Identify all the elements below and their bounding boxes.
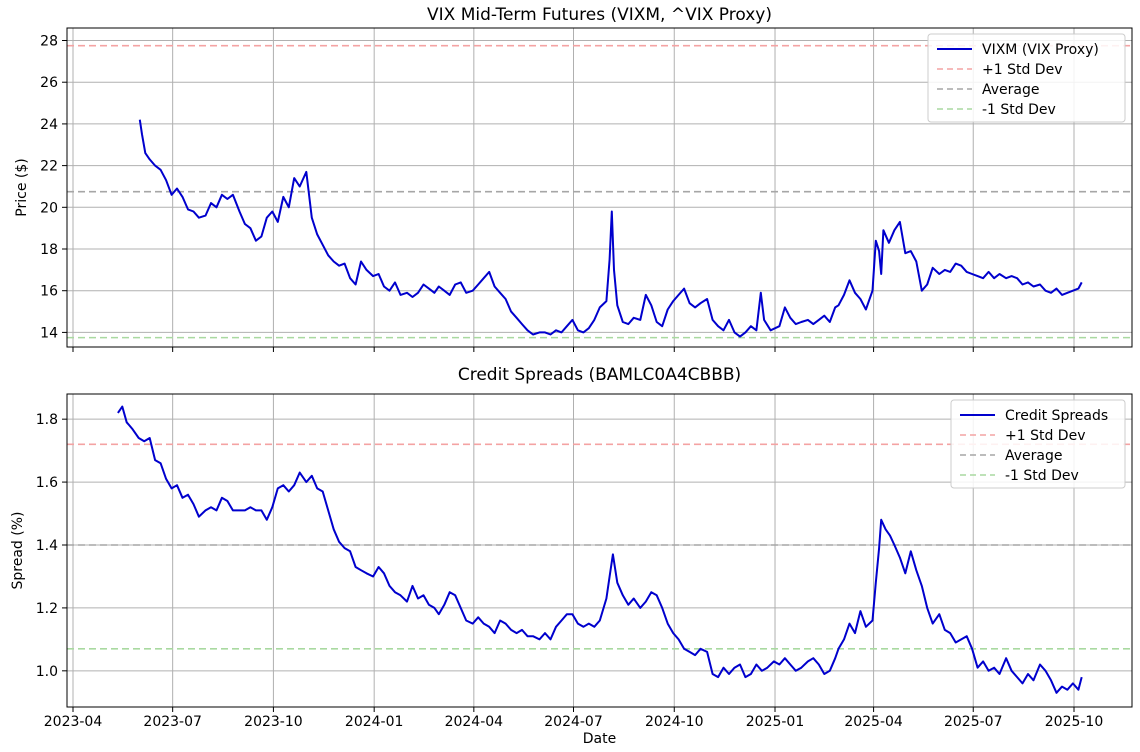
y-tick-label: 1.0 (36, 664, 58, 680)
vix-chart-panel: VIX Mid-Term Futures (VIXM, ^VIX Proxy) 1… (14, 5, 1133, 352)
x-tick-label: 2023-07 (143, 714, 202, 730)
x-tick-label: 2024-10 (645, 714, 704, 730)
plot-frame (66, 27, 1133, 348)
y-tick-label: 1.4 (36, 538, 58, 554)
y-axis-label: Price ($) (14, 158, 30, 216)
legend: VIXM (VIX Proxy) +1 Std Dev Average -1 Std … (927, 33, 1126, 123)
x-tick-label: 2025-04 (844, 714, 903, 730)
legend-label: Average (982, 82, 1040, 98)
x-tick-label: 2023-04 (44, 714, 103, 730)
x-tick-label: 2025-07 (944, 714, 1003, 730)
y-tick-label: 26 (40, 75, 58, 91)
legend-label: +1 Std Dev (982, 62, 1062, 78)
x-tick-label: 2025-01 (746, 714, 805, 730)
legend-box (927, 33, 1126, 123)
legend: Credit Spreads +1 Std Dev Average -1 Std De… (950, 399, 1126, 489)
y-axis-label: Spread (%) (10, 512, 26, 590)
y-tick-label: 24 (40, 117, 58, 133)
chart-title: Credit Spreads (BAMLC0A4CBBB) (458, 365, 741, 385)
legend-label: VIXM (VIX Proxy) (982, 42, 1099, 58)
legend-label: Average (1005, 448, 1063, 464)
legend-label: Credit Spreads (1005, 408, 1108, 424)
x-tick-label: 2025-10 (1045, 714, 1104, 730)
legend-label: +1 Std Dev (1005, 428, 1085, 444)
y-tick-label: 16 (40, 284, 58, 300)
y-tick-label: 14 (40, 325, 58, 341)
x-tick-label: 2024-07 (544, 714, 603, 730)
grid (67, 28, 1132, 347)
chart-title: VIX Mid-Term Futures (VIXM, ^VIX Proxy) (427, 5, 772, 25)
legend-label: -1 Std Dev (982, 102, 1056, 118)
y-tick-label: 1.8 (36, 412, 58, 428)
x-tick-label: 2023-10 (244, 714, 303, 730)
legend-label: -1 Std Dev (1005, 468, 1079, 484)
y-tick-label: 22 (40, 159, 58, 175)
plot-frame (66, 393, 1133, 708)
y-tick-label: 18 (40, 242, 58, 258)
y-tick-label: 1.6 (36, 475, 58, 491)
legend-box (950, 399, 1126, 489)
x-tick-label: 2024-04 (445, 714, 504, 730)
y-tick-label: 1.2 (36, 601, 58, 617)
series-line (117, 405, 1083, 694)
y-tick-label: 20 (40, 200, 58, 216)
credit-spread-chart-panel: Credit Spreads (BAMLC0A4CBBB) 1.0 1.2 1.4 1.… (10, 365, 1133, 747)
x-tick-label: 2024-01 (345, 714, 404, 730)
x-axis-label: Date (583, 731, 616, 747)
y-tick-label: 28 (40, 34, 58, 50)
series-line (138, 119, 1083, 338)
